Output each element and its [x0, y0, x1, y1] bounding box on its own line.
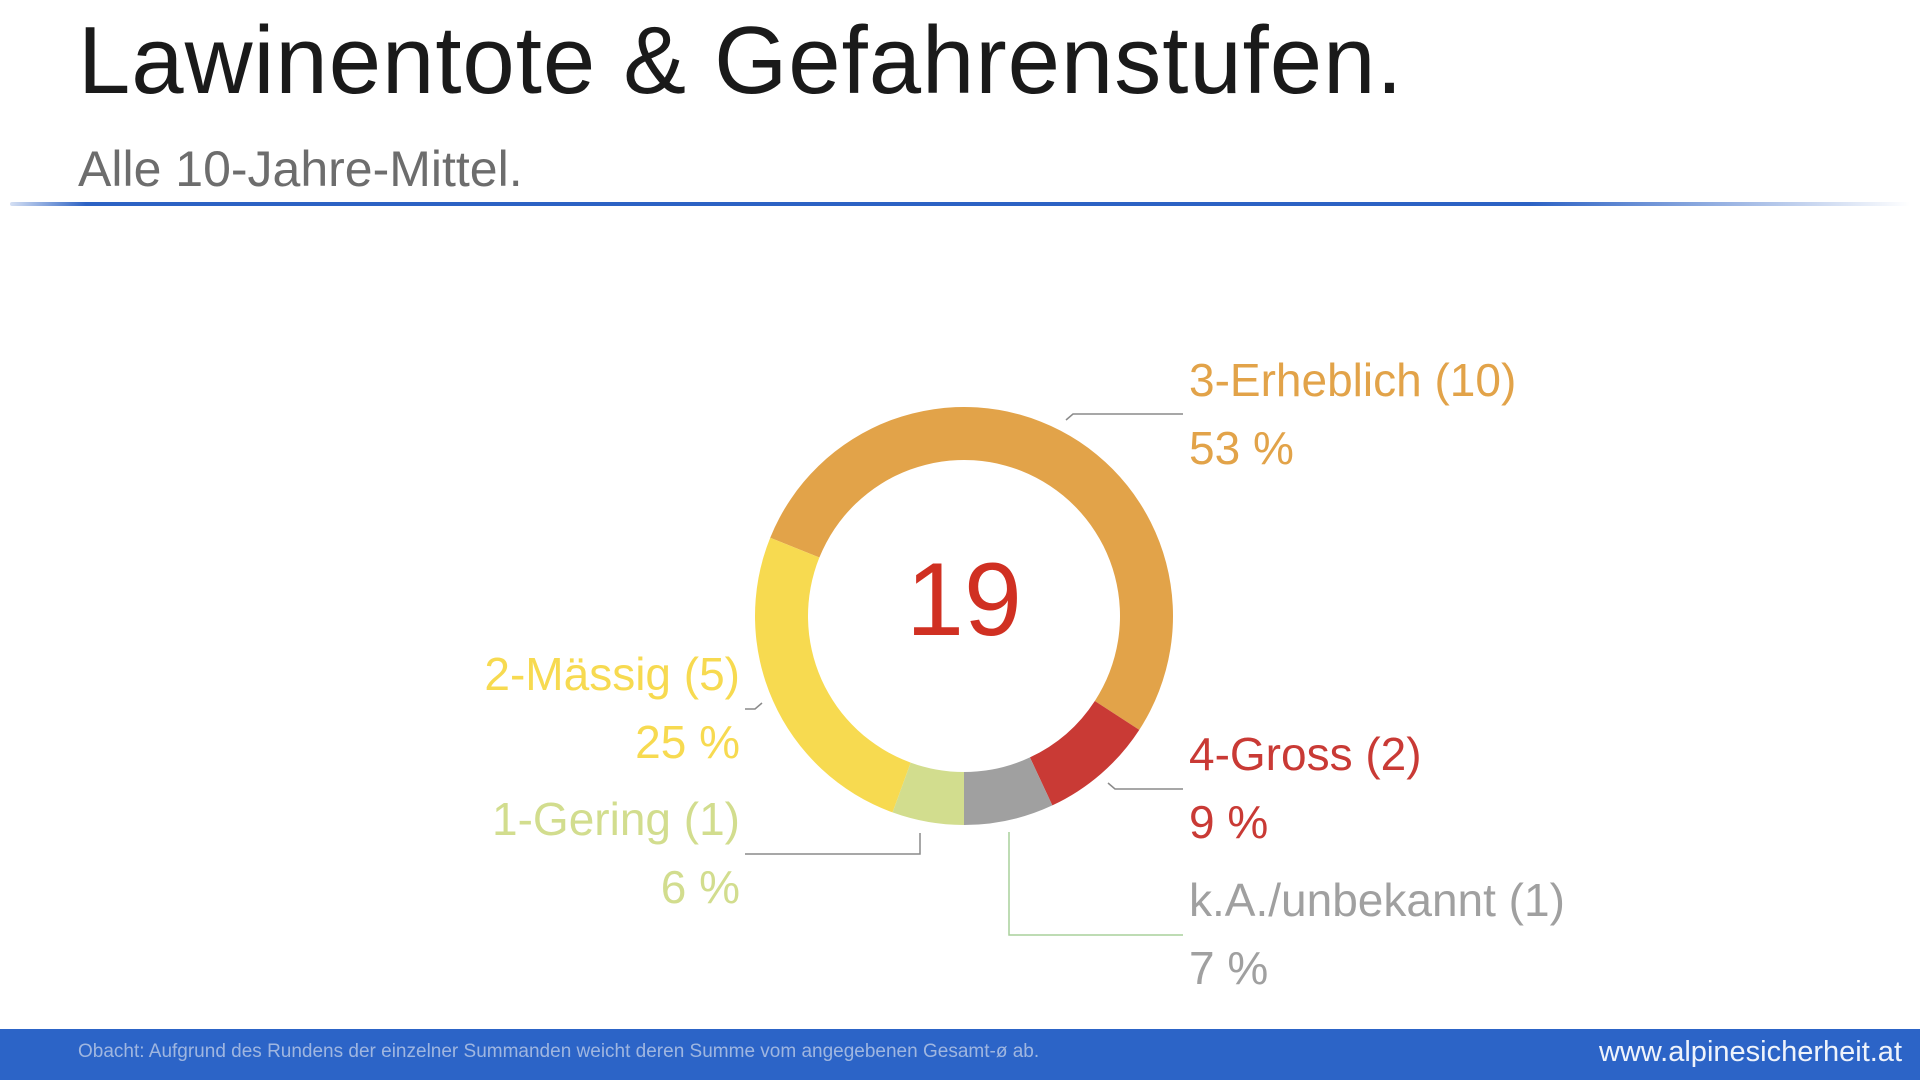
label-unbekannt: k.A./unbekannt (1) 7 % — [1189, 866, 1565, 1002]
label-gross-pct: 9 % — [1189, 796, 1269, 848]
label-gering-name: 1-Gering (1) — [492, 793, 740, 845]
leader-line-erheblich — [1065, 413, 1183, 421]
label-gross: 4-Gross (2) 9 % — [1189, 720, 1422, 856]
label-maessig-pct: 25 % — [635, 716, 740, 768]
footer-note: Obacht: Aufgrund des Rundens der einzeln… — [78, 1041, 1040, 1062]
website-link[interactable]: www.alpinesicherheit.at — [1598, 1036, 1902, 1068]
donut-slice-1-gering — [892, 762, 964, 825]
leader-line-maessig — [745, 702, 763, 710]
leader-line-unbekannt — [1008, 832, 1183, 936]
footer-bar: Obacht: Aufgrund des Rundens der einzeln… — [0, 1029, 1920, 1080]
label-maessig: 2-Mässig (5) 25 % — [484, 640, 740, 776]
label-gering: 1-Gering (1) 6 % — [492, 785, 740, 921]
page-title: Lawinentote & Gefahrenstufen. — [78, 7, 1404, 114]
total-value: 19 — [906, 542, 1022, 658]
label-erheblich: 3-Erheblich (10) 53 % — [1189, 346, 1516, 482]
leader-line-gross — [1107, 782, 1183, 790]
label-erheblich-name: 3-Erheblich (10) — [1189, 354, 1517, 406]
donut-slice-2-m-ssig — [754, 537, 911, 813]
label-unbekannt-name: k.A./unbekannt (1) — [1189, 874, 1565, 926]
title-divider — [10, 202, 1910, 206]
label-gross-name: 4-Gross (2) — [1189, 728, 1422, 780]
label-gering-pct: 6 % — [660, 861, 740, 913]
label-erheblich-pct: 53 % — [1189, 422, 1294, 474]
label-unbekannt-pct: 7 % — [1189, 942, 1269, 994]
label-maessig-name: 2-Mässig (5) — [484, 648, 740, 700]
donut-slice-k-a-unbekannt — [964, 757, 1053, 825]
donut-slice-4-gross — [1029, 700, 1140, 806]
leader-line-gering — [745, 833, 921, 855]
donut-slices — [754, 406, 1174, 825]
page-subtitle: Alle 10-Jahre-Mittel. — [78, 141, 523, 197]
donut-slice-3-erheblich — [770, 406, 1174, 730]
